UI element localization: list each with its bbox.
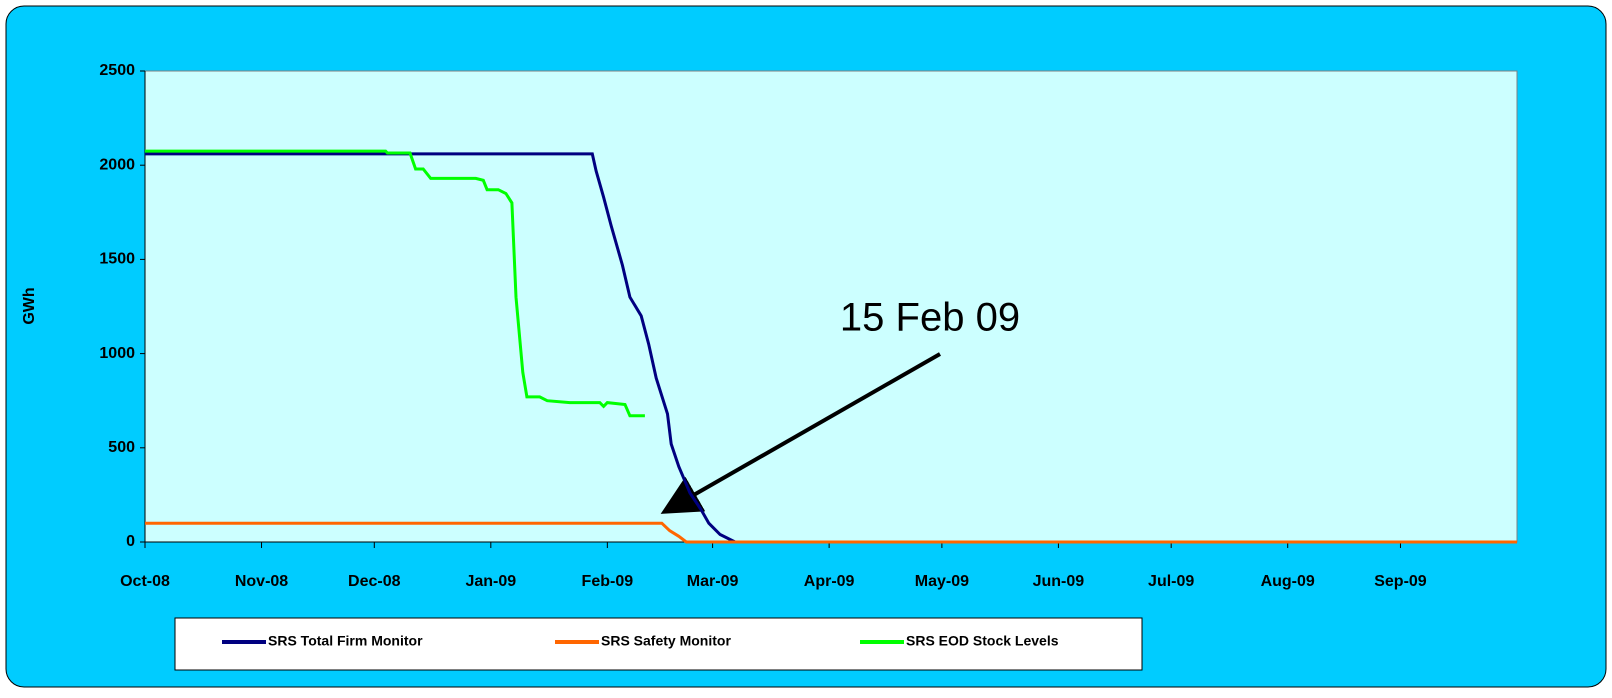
legend-label: SRS Safety Monitor: [601, 633, 731, 649]
x-tick-label: Nov-08: [235, 573, 288, 590]
annotation-arrow: [660, 352, 941, 514]
y-tick-label: 500: [108, 439, 135, 456]
x-tick-label: Jul-09: [1148, 573, 1194, 590]
x-tick-label: Mar-09: [687, 573, 739, 590]
y-tick-label: 2000: [99, 156, 135, 173]
y-tick-label: 2500: [99, 62, 135, 79]
y-tick-label: 0: [126, 533, 135, 550]
x-tick-label: May-09: [915, 573, 969, 590]
legend-label: SRS Total Firm Monitor: [268, 633, 423, 649]
x-tick-label: Dec-08: [348, 573, 401, 590]
y-tick-label: 1500: [99, 251, 135, 268]
x-tick-label: Aug-09: [1261, 573, 1315, 590]
y-axis-label: GWh: [21, 287, 38, 324]
series-line: [145, 521, 1517, 544]
legend: [174, 617, 1143, 671]
plot-area: [144, 70, 1518, 543]
series-line: [145, 149, 645, 418]
legend-label: SRS EOD Stock Levels: [906, 633, 1059, 649]
series-line: [145, 152, 1517, 544]
y-tick-label: 1000: [99, 345, 135, 362]
x-tick-label: Feb-09: [582, 573, 634, 590]
x-tick-label: Oct-08: [120, 573, 170, 590]
x-tick-label: Sep-09: [1374, 573, 1427, 590]
x-tick-label: Apr-09: [804, 573, 855, 590]
x-tick-label: Jan-09: [465, 573, 516, 590]
x-tick-label: Jun-09: [1033, 573, 1085, 590]
annotation: 15 Feb 09: [840, 296, 1020, 340]
